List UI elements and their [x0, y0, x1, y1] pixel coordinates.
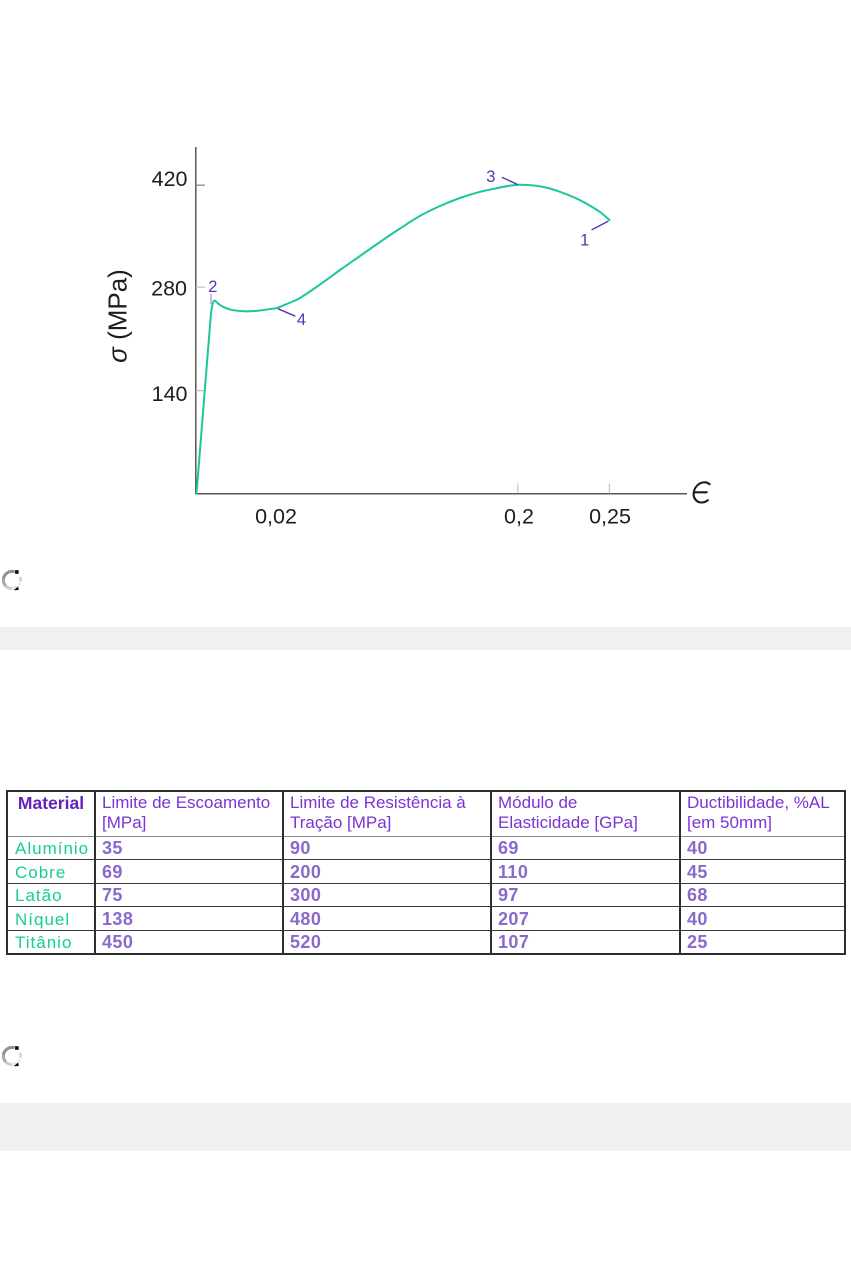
svg-text:σ (MPa): σ (MPa) — [103, 269, 133, 363]
svg-text:280: 280 — [151, 277, 187, 301]
svg-text:0,2: 0,2 — [504, 505, 534, 529]
svg-text:0,02: 0,02 — [255, 505, 297, 529]
svg-text:3: 3 — [486, 168, 495, 186]
svg-text:1: 1 — [580, 232, 589, 250]
svg-text:2: 2 — [208, 278, 217, 296]
svg-text:420: 420 — [152, 167, 188, 191]
svg-text:140: 140 — [152, 382, 188, 406]
svg-text:0,25: 0,25 — [589, 505, 631, 529]
svg-text:4: 4 — [297, 311, 306, 329]
